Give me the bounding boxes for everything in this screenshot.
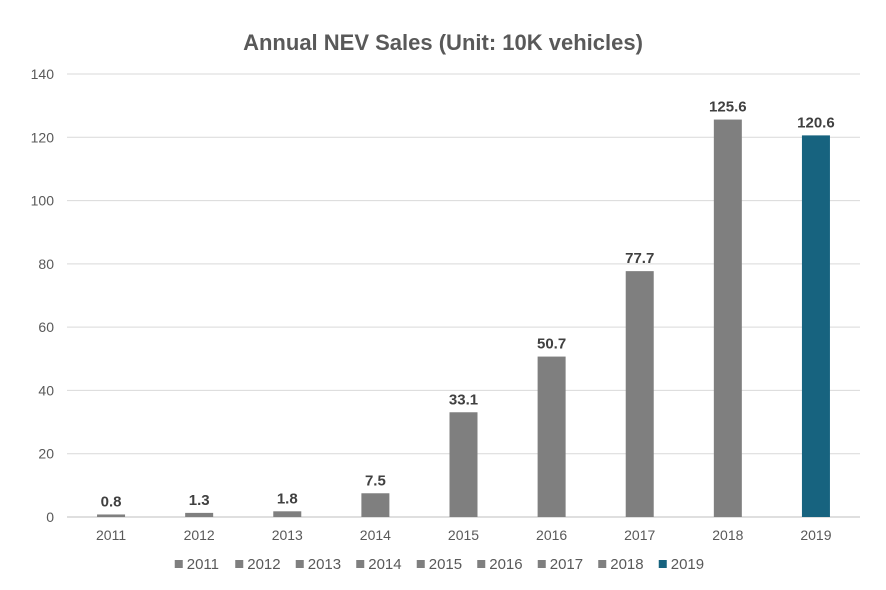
legend-item-2017: 2017 [537,556,583,573]
legend-item-2012: 2012 [235,556,281,573]
legend-item-2016: 2016 [477,556,523,573]
legend-swatch [295,560,304,568]
data-label-2012: 1.3 [189,492,210,509]
legend-label: 2011 [187,556,219,573]
bar-2012 [185,512,214,517]
legend-swatch [174,560,183,568]
bar-2014 [361,493,390,517]
y-tick-label: 120 [31,129,55,145]
bar-2013 [273,511,302,517]
x-tick-label: 2014 [360,527,391,543]
legend-item-2011: 2011 [174,556,219,573]
legend-swatch [416,560,425,568]
legend-swatch [235,560,244,568]
legend-swatch [598,560,607,568]
legend-label: 2018 [610,556,643,573]
legend-item-2013: 2013 [295,556,341,573]
bar-2018 [713,119,742,518]
legend-label: 2012 [247,556,280,573]
x-tick-label: 2019 [800,527,831,543]
x-tick-label: 2015 [448,527,479,543]
data-label-2011: 0.8 [101,493,122,510]
y-axis-ticks: 0 20 40 60 80 100 120 140 [31,66,55,525]
legend-swatch [537,560,546,568]
legend-item-2018: 2018 [598,556,644,573]
x-tick-label: 2017 [624,527,655,543]
data-label-2019: 120.6 [797,114,835,131]
data-label-2017: 77.7 [625,250,654,267]
x-tick-label: 2013 [272,527,303,543]
y-tick-label: 40 [38,382,54,398]
x-tick-label: 2018 [712,527,743,543]
y-tick-label: 140 [31,66,55,82]
data-label-2016: 50.7 [537,336,566,353]
bar-2011 [97,514,126,517]
data-label-2015: 33.1 [449,391,478,408]
bar-2019 [801,135,830,517]
data-label-2018: 125.6 [709,99,747,116]
data-label-2013: 1.8 [277,490,298,507]
y-tick-label: 0 [46,509,54,525]
x-axis-ticks: 2011 2012 2013 2014 2015 2016 2017 2018 2019 [96,527,832,543]
legend-label: 2014 [368,556,401,573]
y-tick-label: 80 [38,256,54,272]
bar-2016 [537,356,566,517]
x-tick-label: 2016 [536,527,567,543]
legend-swatch [658,560,667,568]
legend-label: 2017 [550,556,583,573]
data-labels: 0.8 1.3 1.8 7.5 33.1 50.7 77.7 125.6 120.6 [101,99,835,511]
legend-label: 2016 [489,556,522,573]
legend: 2011 2012 2013 2014 2015 2016 2017 2018 2019 [174,556,704,573]
legend-item-2015: 2015 [416,556,462,573]
legend-item-2014: 2014 [356,556,402,573]
legend-label: 2019 [671,556,704,573]
data-label-2014: 7.5 [365,472,386,489]
legend-label: 2013 [308,556,341,573]
y-tick-label: 20 [38,446,54,462]
legend-swatch [356,560,365,568]
x-tick-label: 2012 [184,527,215,543]
y-tick-label: 60 [38,319,54,335]
legend-item-2019: 2019 [658,556,704,573]
bar-2017 [625,271,654,517]
y-tick-label: 100 [31,193,55,209]
bars [97,119,830,518]
legend-label: 2015 [429,556,462,573]
legend-swatch [477,560,486,568]
x-tick-label: 2011 [96,527,126,543]
bar-2015 [449,412,478,517]
chart-title: Annual NEV Sales (Unit: 10K vehicles) [243,30,643,55]
